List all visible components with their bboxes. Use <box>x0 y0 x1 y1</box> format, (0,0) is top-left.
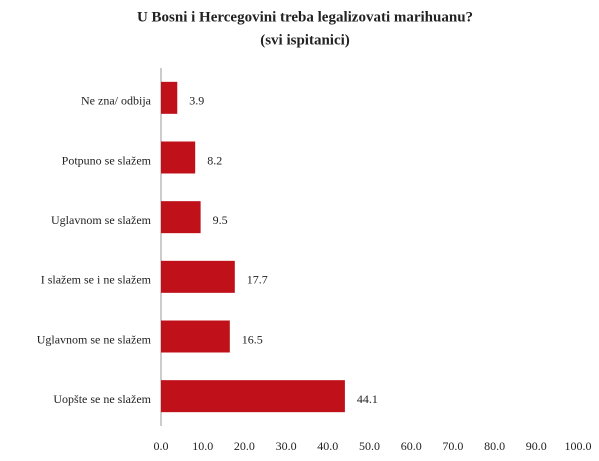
value-label: 9.5 <box>213 213 228 227</box>
x-tick-label: 50.0 <box>359 439 380 453</box>
bar <box>161 380 345 413</box>
value-label: 16.5 <box>242 332 263 346</box>
x-tick-label: 100.0 <box>565 439 592 453</box>
y-tick-label: Uopšte se ne slažem <box>53 392 151 406</box>
x-tick-label: 40.0 <box>317 439 338 453</box>
x-tick-label: 60.0 <box>401 439 422 453</box>
bar <box>161 320 230 353</box>
x-tick-label: 80.0 <box>484 439 505 453</box>
y-tick-label: Uglavnom se slažem <box>51 213 152 227</box>
chart-title: U Bosni i Hercegovini treba legalizovati… <box>137 9 473 25</box>
y-tick-label: Ne zna/ odbija <box>81 94 152 108</box>
x-tick-label: 20.0 <box>234 439 255 453</box>
x-tick-label: 70.0 <box>442 439 463 453</box>
value-label: 17.7 <box>247 273 268 287</box>
bar <box>161 201 201 234</box>
chart-subtitle: (svi ispitanici) <box>260 32 350 48</box>
x-tick-label: 30.0 <box>276 439 297 453</box>
x-tick-label: 10.0 <box>192 439 213 453</box>
x-tick-label: 0.0 <box>154 439 169 453</box>
y-tick-label: I slažem se i ne slažem <box>41 273 152 287</box>
x-tick-label: 90.0 <box>526 439 547 453</box>
bar <box>161 81 178 114</box>
bar <box>161 260 235 293</box>
value-label: 8.2 <box>207 153 222 167</box>
value-label: 44.1 <box>357 392 378 406</box>
value-label: 3.9 <box>189 94 204 108</box>
y-tick-label: Uglavnom se ne slažem <box>37 332 152 346</box>
bar <box>161 141 196 174</box>
y-tick-label: Potpuno se slažem <box>62 153 152 167</box>
